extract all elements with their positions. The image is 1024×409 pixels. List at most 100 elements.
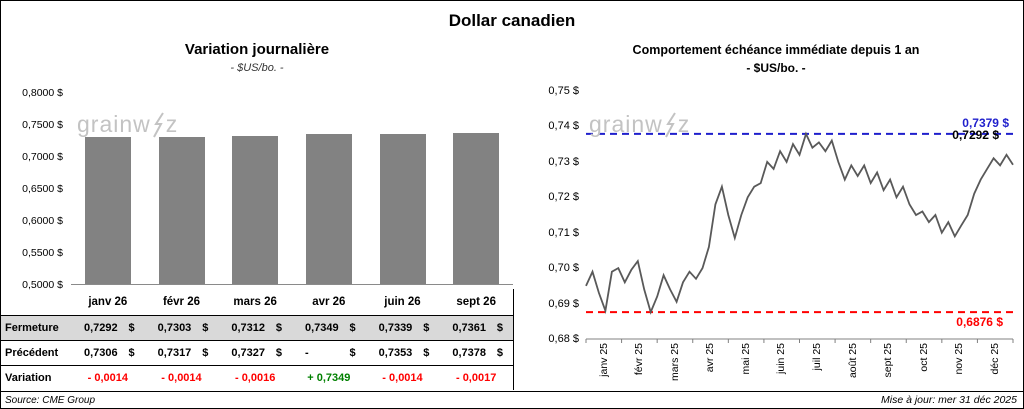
line-chart-svg [585,131,1014,343]
lightning-bolt-icon [152,111,164,137]
x-tick-slot: avr 25 [693,343,729,391]
x-tick-slot: sept 25 [871,343,907,391]
x-tick-slot: janv 25 [586,343,622,391]
watermark-text: z [677,111,691,137]
x-tick-label: mars 25 [668,343,681,381]
update-note: Mise à jour: mer 31 déc 2025 [881,394,1017,406]
line-chart-subtitle: - $US/bo. - [746,61,806,75]
x-tick-label: août 25 [846,343,859,379]
cell-number: 0,7349 [304,322,339,334]
bar-slot [71,137,145,284]
x-tick-slot: juil 25 [799,343,835,391]
cell-currency: $ [496,347,503,359]
line-chart-title: Comportement échéance immédiate depuis 1… [632,43,920,57]
table-cell: - 0,0014 [365,365,440,390]
cell-number: 0,7292 [84,322,118,334]
cell-currency: $ [423,322,430,334]
month-header: juin 26 [384,296,421,308]
bar-y-axis: 0,8000 $ 0,7500 $ 0,7000 $ 0,6500 $ 0,6000 $… [1,87,63,291]
table-cell: 0,7353 $ [365,340,440,365]
x-tick-label: févr 25 [633,343,646,376]
x-tick-label: déc 25 [988,343,1001,375]
cell-number: 0,7303 [157,322,192,334]
cell-currency: $ [202,347,209,359]
bar-plot [71,93,513,285]
bar [305,133,352,284]
month-header: avr 26 [312,296,346,308]
watermark-text: grainw [589,111,663,137]
x-tick-label: juin 25 [775,343,788,374]
cell-currency: $ [423,347,430,359]
x-tick-label: oct 25 [917,343,930,372]
table-cell: 0,7349 $ [291,315,366,340]
y-tick-label: 0,5500 $ [22,247,63,259]
watermark-text: grainw [77,111,151,137]
table-cell: 0,7339 $ [365,315,440,340]
y-tick-label: 0,6500 $ [22,183,63,195]
y-tick-label: 0,72 $ [548,191,579,204]
grainwiz-watermark: grainw z [589,111,690,138]
table-corner-cell [1,289,71,315]
max-value-label: 0,7379 $ [962,115,1009,130]
table-cell: 0,7312 $ [218,315,292,340]
x-tick-slot: août 25 [835,343,871,391]
month-header: janv 26 [88,296,128,308]
x-tick-label: avr 25 [704,343,717,373]
x-tick-slot: mars 25 [657,343,693,391]
x-tick-slot: mai 25 [728,343,764,391]
month-header: févr 26 [162,296,201,308]
bar-slot [366,134,440,284]
bar-slot [292,133,366,284]
cell-number: 0,7317 [157,347,192,359]
cell-currency: $ [275,347,282,359]
bar [379,134,426,284]
table-cell: 0,7378 $ [439,340,513,365]
bar-slot [439,132,513,284]
y-tick-label: 0,74 $ [548,120,579,133]
page-title: Dollar canadien [448,11,576,30]
y-tick-label: 0,5000 $ [22,279,63,291]
y-tick-label: 0,6000 $ [22,215,63,227]
cell-currency: $ [275,322,282,334]
table-cell: 0,7327 $ [218,340,292,365]
y-tick-label: 0,7000 $ [22,151,63,163]
watermark-text: z [165,111,179,137]
bar-chart-subtitle: - $US/bo. - [230,62,284,74]
bar [232,136,279,284]
source-note: Source: CME Group [5,395,96,406]
cell-currency: $ [128,347,135,359]
grainwiz-watermark: grainw z [77,111,178,138]
lightning-bolt-icon [664,111,676,137]
line-plot: 0,7379 $ 0,7292 $ 0,6876 $ [585,91,1014,343]
y-tick-label: 0,69 $ [548,297,579,310]
table-cell: - $ [291,340,366,365]
min-value-label: 0,6876 $ [956,315,1003,330]
table-cell: 0,7306 $ [71,340,145,365]
table-cell: - 0,0014 [71,365,145,390]
cell-number: - [304,347,309,359]
bar-chart-title: Variation journalière [184,41,330,58]
y-tick-label: 0,70 $ [548,262,579,275]
bar [84,137,131,284]
table-cell: - 0,0017 [439,365,513,390]
x-tick-label: sept 25 [882,343,895,378]
table-cell: 0,7303 $ [144,315,219,340]
y-tick-label: 0,8000 $ [22,87,63,99]
y-tick-label: 0,73 $ [548,155,579,168]
table-cell: - 0,0016 [218,365,292,390]
table-cell: - 0,0014 [144,365,219,390]
cell-number: 0,7312 [231,322,265,334]
table-cell: + 0,7349 [291,365,366,390]
y-tick-label: 0,75 $ [548,85,579,97]
y-tick-label: 0,71 $ [548,226,579,239]
cell-number: 0,7327 [231,347,265,359]
cell-number: 0,7339 [378,322,413,334]
cell-number: 0,7378 [452,347,486,359]
current-value-label: 0,7292 $ [952,127,999,142]
cell-currency: $ [349,347,356,359]
month-header: mars 26 [233,296,277,308]
cell-currency: $ [496,322,503,334]
month-header: sept 26 [456,296,496,308]
bar [158,136,205,284]
